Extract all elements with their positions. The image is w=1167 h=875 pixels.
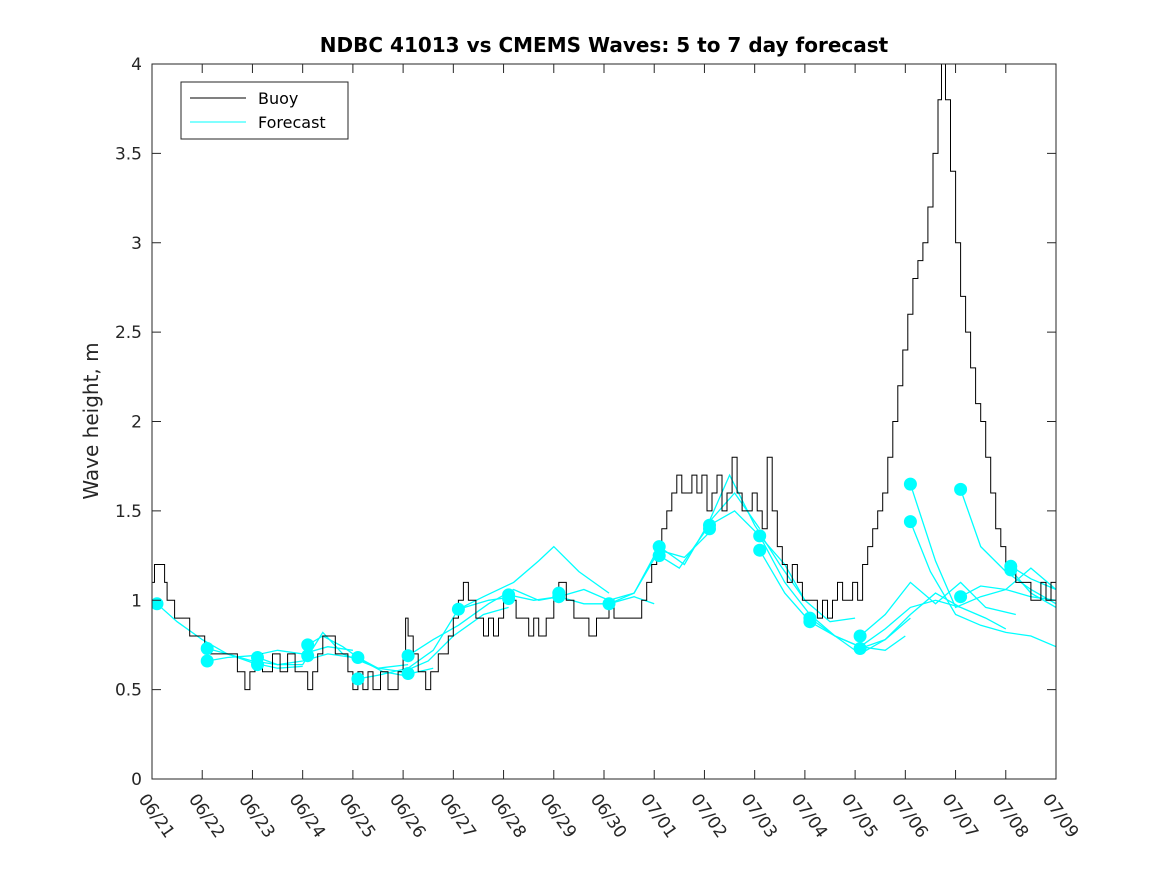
forecast-marker-27 xyxy=(903,477,917,491)
x-tick-label-15: 07/06 xyxy=(887,790,931,842)
y-tick-label-3: 1.5 xyxy=(115,502,142,522)
forecast-line-8 xyxy=(458,545,610,610)
forecast-marker-17 xyxy=(652,540,666,554)
y-tick-label-6: 3 xyxy=(131,234,142,254)
y-tick-label-8: 4 xyxy=(131,55,142,75)
forecast-line-23 xyxy=(1010,565,1056,591)
forecast-marker-6 xyxy=(301,649,315,663)
plot-clip-group xyxy=(152,64,1056,691)
y-tick-label-7: 3.5 xyxy=(115,144,142,164)
y-axis: 0 0.5 1 1.5 2 2.5 3 3.5 4 xyxy=(115,55,1056,790)
forecast-marker-29 xyxy=(954,482,968,496)
forecast-line-17 xyxy=(859,592,1007,650)
forecast-line-5 xyxy=(357,606,509,673)
forecast-marker-20 xyxy=(703,522,716,536)
forecast-line-19 xyxy=(909,521,1056,648)
forecast-line-10 xyxy=(558,531,710,601)
forecast-marker-24 xyxy=(803,615,817,629)
x-tick-label-8: 06/29 xyxy=(536,790,580,842)
forecast-line-6 xyxy=(357,596,514,680)
forecast-marker-32 xyxy=(1004,563,1018,577)
forecast-marker-13 xyxy=(502,592,516,605)
x-tick-label-16: 07/07 xyxy=(938,790,982,842)
chart-title: NDBC 41013 vs CMEMS Waves: 5 to 7 day fo… xyxy=(320,33,889,57)
legend-label-buoy: Buoy xyxy=(258,89,298,108)
forecast-line-16 xyxy=(809,599,961,648)
forecast-marker-8 xyxy=(351,672,365,686)
forecast-marker-11 xyxy=(451,602,465,616)
forecast-marker-7 xyxy=(351,651,365,664)
plot-area xyxy=(152,64,1056,691)
forecast-line-15 xyxy=(759,549,911,655)
forecast-marker-4 xyxy=(251,658,264,672)
forecast-line-14 xyxy=(759,535,906,651)
x-tick-label-4: 06/25 xyxy=(335,790,379,842)
legend: Buoy Forecast xyxy=(180,81,349,140)
forecast-line-20 xyxy=(909,483,1056,609)
x-tick-label-6: 06/27 xyxy=(435,790,479,842)
forecast-marker-26 xyxy=(853,642,867,655)
forecast-line-12 xyxy=(658,473,806,601)
forecast-marker-16 xyxy=(602,597,616,611)
forecast-line-0 xyxy=(156,603,303,669)
forecast-line-22 xyxy=(960,567,1056,598)
forecast-marker-30 xyxy=(954,590,968,604)
buoy-line xyxy=(152,64,1056,691)
x-tick-label-1: 06/22 xyxy=(184,790,228,842)
x-tick-label-18: 07/09 xyxy=(1038,790,1082,842)
forecast-marker-10 xyxy=(401,667,415,680)
forecast-marker-2 xyxy=(200,654,214,668)
forecast-line-24 xyxy=(1010,569,1056,608)
forecast-line-11 xyxy=(608,491,761,605)
forecast-marker-25 xyxy=(853,629,867,643)
forecast-marker-28 xyxy=(903,515,917,529)
y-tick-label-5: 2.5 xyxy=(115,323,142,343)
legend-box xyxy=(180,81,349,140)
forecast-line-2 xyxy=(207,646,353,662)
forecast-marker-22 xyxy=(753,543,767,557)
forecast-line-9 xyxy=(508,594,655,605)
y-tick-label-4: 2 xyxy=(131,413,142,433)
x-tick-label-3: 06/24 xyxy=(285,790,329,842)
x-tick-label-14: 07/05 xyxy=(837,790,881,842)
forecast-marker-21 xyxy=(753,529,767,543)
y-axis-label: Wave height, m xyxy=(79,342,103,499)
forecast-marker-5 xyxy=(301,638,315,652)
forecast-line-7 xyxy=(407,588,559,657)
x-tick-label-0: 06/21 xyxy=(134,790,178,842)
x-tick-label-12: 07/03 xyxy=(737,790,781,842)
forecast-marker-15 xyxy=(552,590,566,604)
x-tick-label-5: 06/26 xyxy=(385,790,429,842)
x-tick-label-13: 07/04 xyxy=(787,790,831,842)
x-tick-label-10: 07/01 xyxy=(636,790,680,842)
x-tick-label-17: 07/08 xyxy=(988,790,1032,842)
x-tick-label-11: 07/02 xyxy=(686,790,730,842)
forecast-line-18 xyxy=(859,581,1016,637)
x-tick-label-9: 06/30 xyxy=(586,790,630,842)
x-tick-label-2: 06/23 xyxy=(234,790,278,842)
forecast-marker-18 xyxy=(652,549,666,563)
x-tick-label-7: 06/28 xyxy=(486,790,530,842)
forecast-marker-9 xyxy=(401,649,415,663)
y-tick-label-2: 1 xyxy=(131,591,142,611)
forecast-marker-1 xyxy=(200,642,214,655)
forecast-line-13 xyxy=(709,510,856,623)
y-tick-label-0: 0 xyxy=(131,770,142,790)
x-axis: 06/21 06/22 06/23 06/24 06/25 06/26 06/27 06/28… xyxy=(134,64,1082,842)
legend-label-forecast: Forecast xyxy=(258,113,326,132)
y-tick-label-1: 0.5 xyxy=(115,681,142,701)
